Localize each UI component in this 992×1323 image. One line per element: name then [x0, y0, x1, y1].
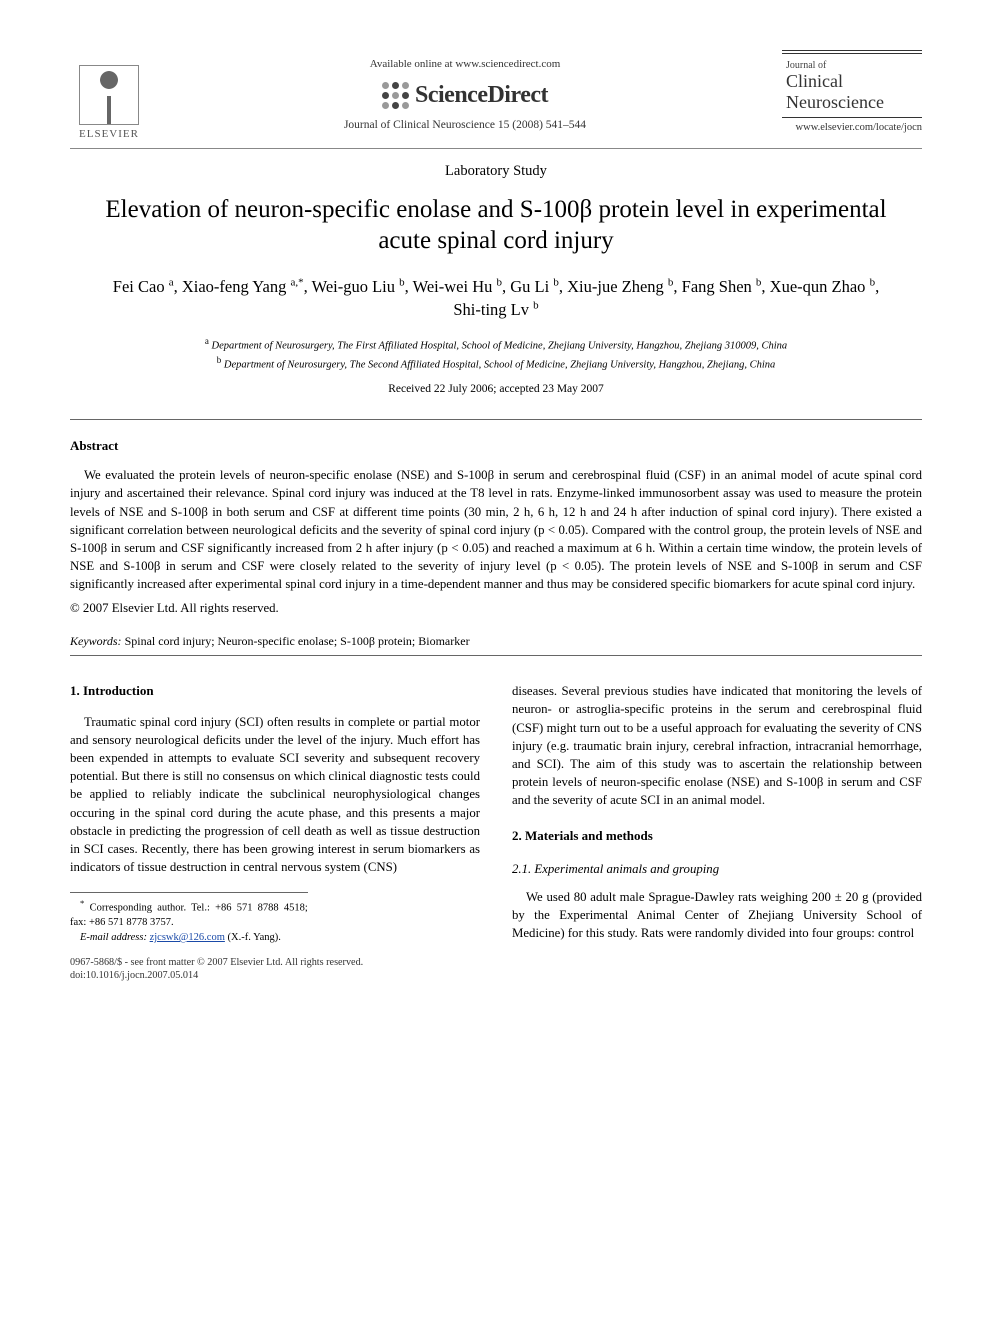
email-line: E-mail address: zjcswk@126.com (X.-f. Ya… — [70, 931, 308, 946]
journal-name-line1: Clinical — [786, 72, 918, 92]
sciencedirect-logo: ScienceDirect — [382, 82, 548, 109]
keywords-line: Keywords: Spinal cord injury; Neuron-spe… — [70, 634, 922, 649]
author-list: Fei Cao a, Xiao-feng Yang a,*, Wei-guo L… — [110, 275, 882, 321]
header-center: Available online at www.sciencedirect.co… — [148, 50, 782, 131]
article-dates: Received 22 July 2006; accepted 23 May 2… — [70, 383, 922, 395]
abstract-text: We evaluated the protein levels of neuro… — [70, 466, 922, 593]
elsevier-logo-text: ELSEVIER — [79, 128, 139, 140]
sciencedirect-dots-icon — [382, 82, 409, 109]
footnotes-block: * Corresponding author. Tel.: +86 571 87… — [70, 892, 308, 946]
elsevier-tree-icon — [79, 65, 139, 125]
column-left: 1. Introduction Traumatic spinal cord in… — [70, 682, 480, 983]
header-rule — [70, 148, 922, 149]
citation-line: Journal of Clinical Neuroscience 15 (200… — [148, 119, 782, 131]
section-2-1-paragraph-1: We used 80 adult male Sprague-Dawley rat… — [512, 888, 922, 942]
doi-line: doi:10.1016/j.jocn.2007.05.014 — [70, 970, 198, 981]
sciencedirect-wordmark: ScienceDirect — [415, 82, 548, 109]
email-attribution: (X.-f. Yang). — [225, 932, 281, 943]
abstract-top-rule — [70, 419, 922, 420]
section-1-paragraph-2: diseases. Several previous studies have … — [512, 682, 922, 809]
affiliation-a: Department of Neurosurgery, The First Af… — [212, 340, 788, 351]
journal-url[interactable]: www.elsevier.com/locate/jocn — [782, 122, 922, 133]
section-1-heading: 1. Introduction — [70, 682, 480, 700]
journal-of-label: Journal of — [786, 60, 918, 71]
section-2-1-heading: 2.1. Experimental animals and grouping — [512, 860, 922, 878]
section-1-paragraph-1: Traumatic spinal cord injury (SCI) often… — [70, 713, 480, 876]
article-type: Laboratory Study — [70, 163, 922, 180]
affiliations: a Department of Neurosurgery, The First … — [70, 335, 922, 374]
keywords-text: Spinal cord injury; Neuron-specific enol… — [122, 634, 470, 648]
affiliation-b: Department of Neurosurgery, The Second A… — [224, 359, 775, 370]
page-header: ELSEVIER Available online at www.science… — [70, 50, 922, 140]
corresponding-author-text: Corresponding author. Tel.: +86 571 8788… — [70, 903, 308, 929]
abstract-heading: Abstract — [70, 438, 922, 454]
journal-title-box: Journal of Clinical Neuroscience — [782, 50, 922, 118]
keywords-rule — [70, 655, 922, 656]
author-email-link[interactable]: zjcswk@126.com — [150, 932, 225, 943]
journal-brand-block: Journal of Clinical Neuroscience www.els… — [782, 50, 922, 133]
front-matter-line1: 0967-5868/$ - see front matter © 2007 El… — [70, 957, 363, 968]
body-columns: 1. Introduction Traumatic spinal cord in… — [70, 682, 922, 983]
section-2-heading: 2. Materials and methods — [512, 827, 922, 845]
corresponding-author-note: * Corresponding author. Tel.: +86 571 87… — [70, 897, 308, 931]
journal-name-line2: Neuroscience — [786, 93, 918, 113]
keywords-label: Keywords: — [70, 634, 122, 648]
abstract-copyright: © 2007 Elsevier Ltd. All rights reserved… — [70, 601, 922, 616]
article-title: Elevation of neuron-specific enolase and… — [100, 194, 892, 257]
front-matter-footer: 0967-5868/$ - see front matter © 2007 El… — [70, 956, 480, 984]
elsevier-logo: ELSEVIER — [70, 50, 148, 140]
email-label: E-mail address: — [80, 932, 147, 943]
column-right: diseases. Several previous studies have … — [512, 682, 922, 983]
available-online-text: Available online at www.sciencedirect.co… — [148, 58, 782, 70]
